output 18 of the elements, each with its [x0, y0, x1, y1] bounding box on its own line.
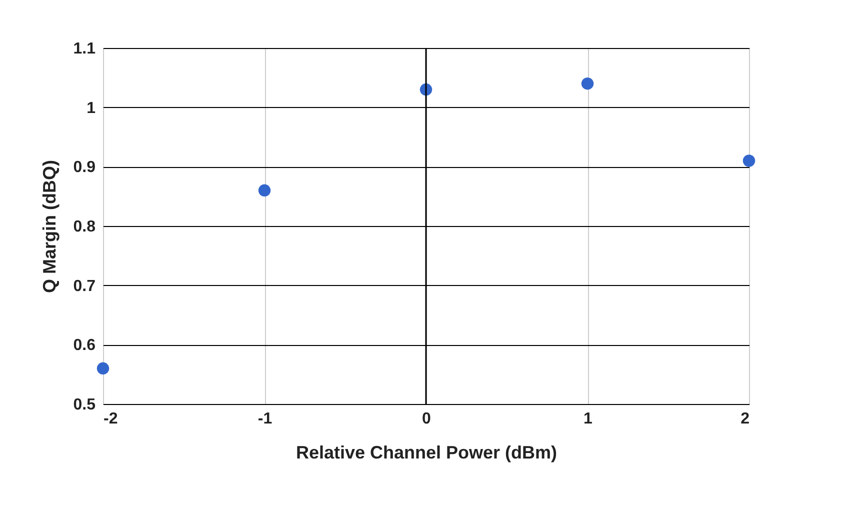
- y-tick-label: 1: [86, 100, 96, 117]
- x-tick-label: 2: [740, 410, 750, 428]
- x-tick-label: -1: [258, 410, 272, 428]
- point: [742, 154, 756, 167]
- point: [96, 362, 110, 375]
- y-axis-title: Q Margin (dBQ): [39, 160, 60, 293]
- x-tick-label: 0: [422, 410, 432, 428]
- x-tick-label: -2: [104, 410, 118, 428]
- y-tick-label: 0.7: [73, 278, 96, 295]
- point: [581, 77, 594, 90]
- y-tick-label: 0.6: [73, 337, 96, 354]
- x-tick-label: 1: [584, 410, 593, 428]
- y-tick-label: 0.8: [73, 218, 96, 236]
- y-tick-label: 1.1: [73, 40, 96, 58]
- x-axis-title: Relative Channel Power (dBm): [296, 442, 558, 462]
- point: [258, 184, 271, 197]
- y-tick-label: 0.9: [73, 159, 96, 176]
- y-tick-label: 0.5: [73, 396, 96, 414]
